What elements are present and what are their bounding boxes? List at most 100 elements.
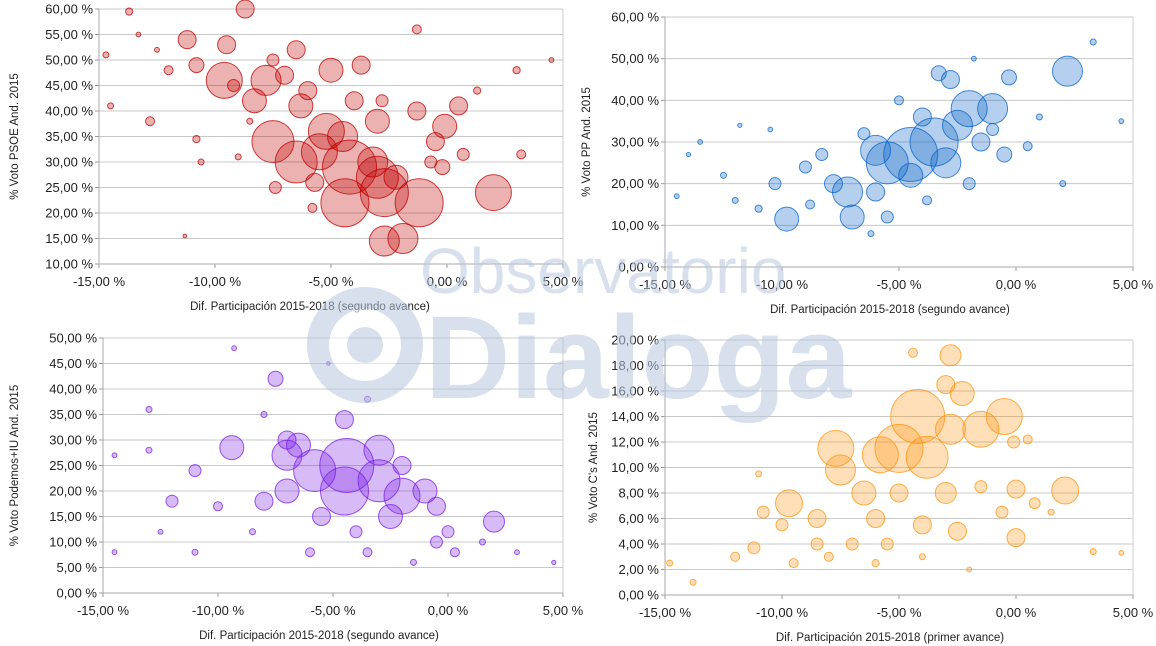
- data-bubble: [950, 90, 988, 128]
- data-bubble: [441, 525, 455, 539]
- data-bubble: [871, 559, 880, 568]
- y-tick-label: 40,00 %: [49, 382, 97, 397]
- y-tick-label: 0,00 %: [619, 588, 660, 603]
- bubble-series: [673, 38, 1125, 238]
- data-bubble: [318, 57, 344, 83]
- data-bubble: [363, 434, 395, 466]
- data-bubble: [918, 553, 926, 561]
- data-bubble: [768, 177, 782, 191]
- data-bubble: [145, 405, 153, 413]
- data-bubble: [378, 504, 403, 529]
- y-tick-label: 14,00 %: [611, 409, 659, 424]
- data-bubble: [697, 139, 703, 145]
- data-bubble: [995, 505, 1009, 519]
- data-bubble: [274, 478, 300, 504]
- x-tick-label: -5,00 %: [877, 605, 922, 620]
- data-bubble: [102, 51, 110, 59]
- data-bubble: [1006, 479, 1026, 499]
- y-tick-label: 0,00 %: [619, 260, 660, 275]
- data-bubble: [512, 66, 521, 75]
- y-tick-label: 30,00 %: [49, 433, 97, 448]
- data-bubble: [949, 381, 975, 407]
- data-bubble: [344, 91, 364, 111]
- data-bubble: [298, 81, 318, 101]
- y-tick-label: 45,00 %: [49, 356, 97, 371]
- data-bubble: [362, 547, 373, 558]
- data-bubble: [1051, 55, 1083, 87]
- data-bubble: [407, 101, 427, 121]
- y-axis-title: % Voto PSOE And. 2015: [9, 73, 21, 200]
- data-bubble: [807, 509, 827, 528]
- data-bubble: [905, 435, 949, 479]
- data-bubble: [867, 230, 875, 238]
- x-tick-label: 0,00 %: [996, 277, 1037, 292]
- data-bubble: [1118, 550, 1125, 556]
- x-tick-label: -10,00 %: [756, 277, 808, 292]
- x-tick-label: 5,00 %: [1113, 277, 1154, 292]
- y-tick-label: 60,00 %: [45, 2, 93, 17]
- x-axis-title: Dif. Participación 2015-2018 (segundo av…: [770, 304, 1010, 316]
- data-bubble: [673, 193, 680, 200]
- data-bubble: [387, 223, 419, 254]
- data-bubble: [456, 147, 470, 161]
- data-bubble: [188, 464, 202, 478]
- data-bubble: [754, 204, 763, 213]
- data-bubble: [774, 206, 800, 232]
- data-bubble: [320, 178, 370, 228]
- chart-2: 0,00 % 10,00 % 20,00 % 30,00 % 40,00 % 50,00 …: [581, 10, 1154, 317]
- data-bubble: [355, 155, 399, 199]
- y-tick-label: 20,00 %: [49, 484, 97, 499]
- data-bubble: [145, 446, 153, 454]
- data-bubble: [775, 518, 789, 532]
- y-tick-label: 40,00 %: [45, 104, 93, 119]
- data-bubble: [689, 578, 697, 586]
- y-tick-label: 8,00 %: [619, 486, 660, 501]
- x-tick-label: -15,00 %: [639, 277, 691, 292]
- data-bubble: [880, 537, 894, 551]
- data-bubble: [1007, 435, 1021, 449]
- data-bubble: [825, 454, 856, 486]
- x-tick-label: 5,00 %: [543, 274, 584, 289]
- y-tick-label: 35,00 %: [49, 407, 97, 422]
- data-bubble: [666, 559, 674, 567]
- data-bubble: [293, 449, 337, 493]
- data-bubble: [351, 55, 371, 75]
- data-bubble: [430, 535, 443, 549]
- data-bubble: [375, 94, 389, 108]
- data-bubble: [985, 398, 1023, 435]
- bubble-series: [111, 345, 557, 566]
- bubble-series: [666, 344, 1125, 586]
- data-bubble: [1059, 180, 1067, 188]
- data-bubble: [731, 196, 739, 204]
- data-bubble: [912, 515, 932, 535]
- data-bubble: [909, 117, 959, 167]
- data-bubble: [1006, 528, 1026, 548]
- data-bubble: [860, 134, 892, 166]
- data-bubble: [823, 174, 843, 194]
- data-bubble: [930, 147, 962, 179]
- data-bubble: [908, 347, 919, 358]
- y-axis-title: % Voto PP And. 2015: [581, 87, 593, 197]
- x-axis-title: Dif. Participación 2015-2018 (segundo av…: [199, 630, 439, 642]
- data-bubble: [246, 117, 254, 125]
- y-tick-label: 25,00 %: [45, 180, 93, 195]
- data-bubble: [364, 395, 371, 403]
- data-bubble: [111, 549, 118, 556]
- data-bubble: [996, 146, 1013, 163]
- data-bubble: [250, 64, 282, 96]
- data-bubble: [227, 79, 241, 92]
- y-tick-label: 20,00 %: [45, 206, 93, 221]
- y-tick-label: 50,00 %: [611, 51, 659, 66]
- data-bubble: [798, 160, 812, 174]
- data-bubble: [154, 46, 160, 53]
- data-bubble: [191, 548, 199, 556]
- data-bubble: [851, 480, 877, 506]
- y-tick-label: 18,00 %: [611, 358, 659, 373]
- data-bubble: [359, 168, 409, 218]
- data-bubble: [163, 65, 174, 76]
- y-tick-label: 35,00 %: [45, 129, 93, 144]
- data-bubble: [188, 57, 205, 74]
- data-bubble: [286, 40, 306, 60]
- x-tick-label: -15,00 %: [73, 274, 125, 289]
- y-tick-label: 0,00 %: [57, 586, 98, 601]
